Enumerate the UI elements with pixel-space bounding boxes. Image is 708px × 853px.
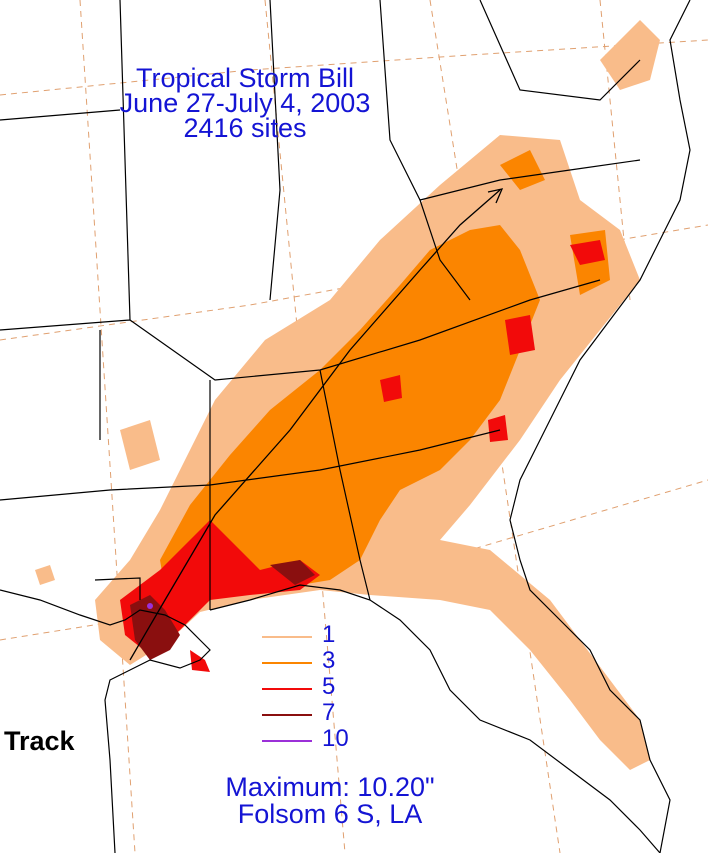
maximum-location: Folsom 6 S, LA [237, 799, 423, 829]
state-boundaries [0, 0, 691, 853]
rain-7in-region [130, 560, 315, 660]
rainfall-legend: 1 3 5 7 10 [262, 621, 372, 754]
legend-swatch [262, 688, 312, 690]
title-storm-name: Tropical Storm Bill [135, 63, 355, 93]
title-dates: June 27-July 4, 2003 [119, 88, 371, 118]
legend-swatch [262, 714, 312, 716]
legend-item: 7 [262, 699, 372, 728]
legend-label: 3 [322, 647, 336, 674]
legend-item: 10 [262, 725, 372, 754]
legend-label: 5 [322, 673, 336, 700]
legend-label: 1 [322, 621, 336, 648]
track-label: Track [4, 726, 75, 756]
map-title: Tropical Storm Bill June 27-July 4, 2003… [60, 63, 430, 143]
maximum-info: Maximum: 10.20" Folsom 6 S, LA [160, 774, 500, 828]
legend-label: 10 [322, 725, 349, 752]
storm-track [129, 188, 504, 661]
legend-swatch [262, 662, 312, 664]
legend-label: 7 [322, 699, 336, 726]
legend-item: 1 [262, 621, 372, 650]
rain-10in-region [147, 603, 153, 609]
maximum-value: Maximum: 10.20" [225, 772, 435, 802]
legend-swatch [262, 636, 312, 638]
title-sites: 2416 sites [183, 113, 307, 143]
legend-item: 5 [262, 673, 372, 702]
legend-swatch [262, 740, 312, 742]
legend-item: 3 [262, 647, 372, 676]
